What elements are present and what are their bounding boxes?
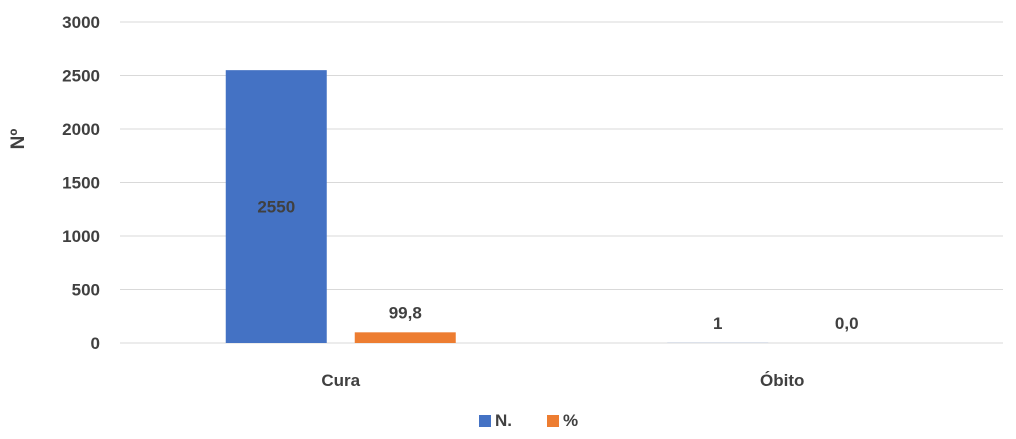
legend: N.% <box>479 411 578 430</box>
legend-swatch-pct <box>547 415 559 427</box>
legend-swatch-n <box>479 415 491 427</box>
data-label: 2550 <box>257 198 295 217</box>
data-labels: 2550 99,8 1 0,0 <box>257 198 858 333</box>
y-tick-label: 500 <box>72 281 100 300</box>
legend-label: % <box>563 411 578 430</box>
y-tick-label: 1500 <box>62 174 100 193</box>
bar-pct-0 <box>355 332 456 343</box>
y-tick-label: 2500 <box>62 67 100 86</box>
legend-label: N. <box>495 411 512 430</box>
bars <box>226 70 769 343</box>
y-tick-label: 2000 <box>62 120 100 139</box>
data-label: 0,0 <box>835 314 859 333</box>
x-category-labels: Cura Óbito <box>321 371 804 390</box>
y-axis-title: Nº <box>8 129 29 150</box>
y-tick-labels: 0 500 1000 1500 2000 2500 3000 <box>62 13 100 353</box>
y-tick-label: 1000 <box>62 227 100 246</box>
x-category-label: Óbito <box>760 371 804 390</box>
y-tick-label: 3000 <box>62 13 100 32</box>
x-category-label: Cura <box>321 371 360 390</box>
y-tick-label: 0 <box>91 334 100 353</box>
data-label: 99,8 <box>389 303 422 322</box>
data-label: 1 <box>713 314 722 333</box>
